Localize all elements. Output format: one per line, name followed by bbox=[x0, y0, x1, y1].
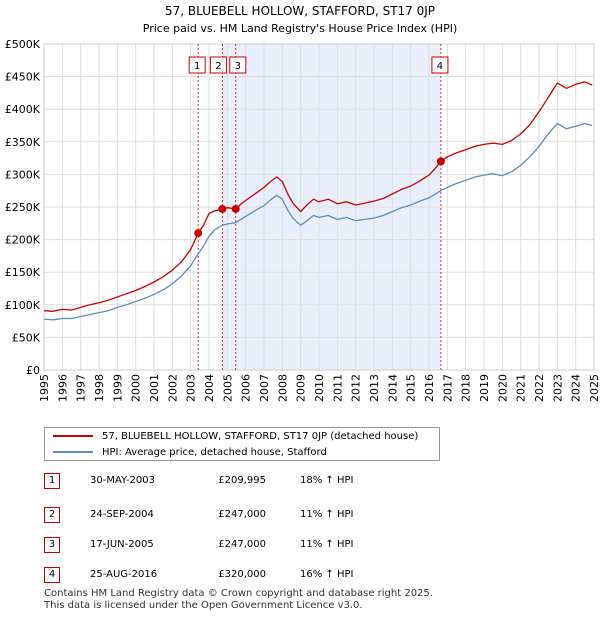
x-tick-label: 2007 bbox=[258, 374, 271, 402]
transaction-price: £320,000 bbox=[218, 569, 266, 580]
sale-point bbox=[218, 204, 227, 213]
chart-title: 57, BLUEBELL HOLLOW, STAFFORD, ST17 0JP bbox=[165, 4, 435, 18]
x-tick-label: 2015 bbox=[405, 374, 418, 402]
sale-label: 4 bbox=[437, 61, 443, 72]
transaction-hpi: 11% ↑ HPI bbox=[300, 539, 354, 550]
property-price-line bbox=[43, 81, 593, 312]
x-tick-label: 2006 bbox=[240, 374, 253, 402]
sale-point bbox=[231, 204, 240, 213]
hpi-line bbox=[43, 122, 593, 321]
y-tick-label: £150K bbox=[5, 266, 41, 279]
price-chart: 57, BLUEBELL HOLLOW, STAFFORD, ST17 0JP … bbox=[5, 4, 600, 402]
transaction-date: 24-SEP-2004 bbox=[90, 509, 154, 520]
sale-label-border bbox=[209, 56, 227, 74]
transaction-date: 17-JUN-2005 bbox=[90, 539, 154, 550]
transaction-number: 1 bbox=[44, 473, 60, 489]
chart-subtitle: Price paid vs. HM Land Registry's House … bbox=[143, 22, 458, 35]
x-tick-label: 2001 bbox=[148, 374, 161, 402]
x-tick-label: 2013 bbox=[368, 374, 381, 402]
sale-label-box: 1 bbox=[188, 56, 206, 74]
x-tick-label: 2022 bbox=[533, 374, 546, 402]
legend-item-hpi: HPI: Average price, detached house, Staf… bbox=[53, 445, 327, 461]
sale-label-border bbox=[188, 56, 206, 74]
y-tick-label: £450K bbox=[5, 71, 41, 84]
x-tick-label: 2018 bbox=[460, 374, 473, 402]
footer-line: Contains HM Land Registry data © Crown c… bbox=[44, 588, 433, 599]
transaction-hpi: 16% ↑ HPI bbox=[300, 569, 354, 580]
y-tick-label: £0 bbox=[26, 364, 40, 377]
y-tick-label: £200K bbox=[5, 234, 41, 247]
sale-label: 3 bbox=[235, 61, 241, 72]
transaction-hpi: 11% ↑ HPI bbox=[300, 509, 354, 520]
transaction-price: £247,000 bbox=[218, 509, 266, 520]
x-tick-label: 1995 bbox=[38, 374, 51, 402]
x-tick-label: 2021 bbox=[515, 374, 528, 402]
x-tick-label: 2005 bbox=[221, 374, 234, 402]
x-tick-label: 2009 bbox=[295, 374, 308, 402]
transaction-price: £209,995 bbox=[218, 475, 266, 486]
x-tick-label: 2012 bbox=[350, 374, 363, 402]
y-tick-label: £350K bbox=[5, 136, 41, 149]
transaction-number: 3 bbox=[44, 537, 60, 553]
transaction-number: 2 bbox=[44, 507, 60, 523]
plot-frame bbox=[43, 43, 595, 371]
sale-label: 1 bbox=[194, 61, 200, 72]
x-tick-label: 2010 bbox=[313, 374, 326, 402]
sale-label-box: 3 bbox=[229, 56, 247, 74]
x-tick-label: 2016 bbox=[423, 374, 436, 402]
x-tick-label: 2020 bbox=[496, 374, 509, 402]
y-tick-label: £400K bbox=[5, 103, 41, 116]
legend-item-property: 57, BLUEBELL HOLLOW, STAFFORD, ST17 0JP … bbox=[53, 429, 418, 445]
transaction-date: 25-AUG-2016 bbox=[90, 569, 158, 580]
x-tick-label: 2014 bbox=[386, 374, 399, 402]
y-tick-label: £500K bbox=[5, 38, 41, 51]
legend-swatch-property bbox=[53, 435, 93, 437]
footer-notice: Contains HM Land Registry data © Crown c… bbox=[44, 588, 433, 612]
x-tick-label: 1998 bbox=[93, 374, 106, 402]
x-tick-label: 2000 bbox=[130, 374, 143, 402]
legend-swatch-hpi bbox=[53, 451, 93, 453]
sale-label-box: 4 bbox=[431, 56, 449, 74]
sale-label: 2 bbox=[215, 61, 221, 72]
transaction-price: £247,000 bbox=[218, 539, 266, 550]
y-tick-label: £50K bbox=[12, 331, 41, 344]
transaction-date: 30-MAY-2003 bbox=[90, 475, 156, 486]
transaction-number: 4 bbox=[44, 567, 60, 583]
transaction-hpi: 18% ↑ HPI bbox=[300, 475, 354, 486]
footer-line: This data is licensed under the Open Gov… bbox=[44, 600, 363, 611]
x-tick-label: 2004 bbox=[203, 374, 216, 402]
sale-point bbox=[194, 229, 203, 238]
x-tick-label: 2002 bbox=[166, 374, 179, 402]
legend-label-property: 57, BLUEBELL HOLLOW, STAFFORD, ST17 0JP … bbox=[102, 431, 419, 442]
x-tick-label: 2017 bbox=[441, 374, 454, 402]
legend: 57, BLUEBELL HOLLOW, STAFFORD, ST17 0JP … bbox=[44, 427, 440, 461]
x-tick-label: 2024 bbox=[570, 374, 583, 402]
x-tick-label: 1999 bbox=[111, 374, 124, 402]
x-tick-label: 2023 bbox=[551, 374, 564, 402]
x-tick-label: 2011 bbox=[331, 374, 344, 402]
y-tick-label: £300K bbox=[5, 168, 41, 181]
x-tick-label: 2003 bbox=[185, 374, 198, 402]
legend-label-hpi: HPI: Average price, detached house, Staf… bbox=[102, 447, 327, 458]
y-tick-label: £250K bbox=[5, 201, 41, 214]
sale-point bbox=[436, 157, 445, 166]
x-tick-label: 2019 bbox=[478, 374, 491, 402]
x-tick-label: 1996 bbox=[56, 374, 69, 402]
x-tick-label: 2008 bbox=[276, 374, 289, 402]
x-tick-label: 1997 bbox=[75, 374, 88, 402]
sale-label-border bbox=[431, 56, 449, 74]
sale-label-box: 2 bbox=[209, 56, 227, 74]
sale-label-border bbox=[229, 56, 247, 74]
x-tick-label: 2025 bbox=[588, 374, 600, 402]
y-tick-label: £100K bbox=[5, 299, 41, 312]
